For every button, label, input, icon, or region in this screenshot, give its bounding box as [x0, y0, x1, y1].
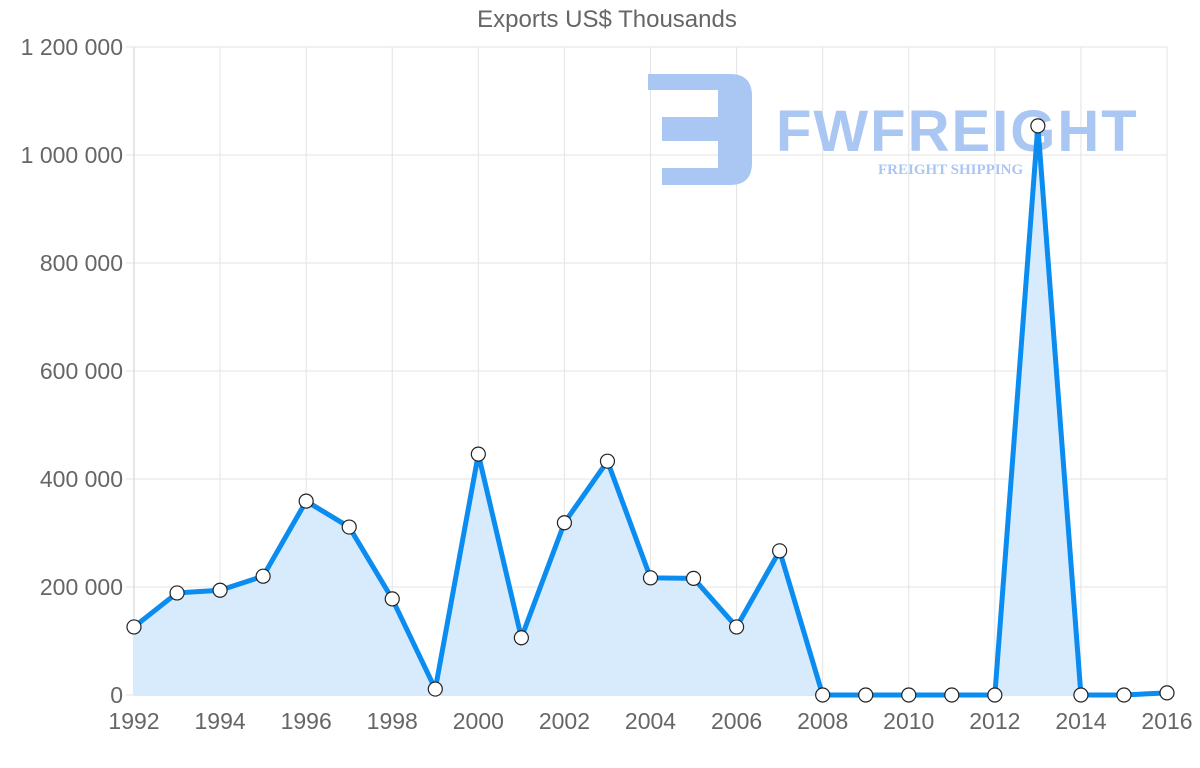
- data-point[interactable]: [944, 687, 960, 703]
- x-tick-label: 1994: [194, 708, 245, 734]
- data-point[interactable]: [987, 687, 1003, 703]
- x-tick-label: 1996: [281, 708, 332, 734]
- x-tick-label: 2008: [797, 708, 848, 734]
- y-tick-label: 0: [110, 682, 123, 708]
- data-point[interactable]: [470, 446, 486, 462]
- data-point[interactable]: [1030, 118, 1046, 134]
- data-point[interactable]: [642, 570, 659, 586]
- y-tick-label: 400 000: [40, 466, 123, 492]
- data-point[interactable]: [384, 591, 400, 607]
- x-tick-label: 2010: [883, 708, 934, 734]
- x-tick-label: 2006: [711, 708, 762, 734]
- x-tick-label: 2012: [969, 708, 1020, 734]
- x-tick-label: 2014: [1055, 708, 1106, 734]
- y-tick-label: 1 200 000: [21, 34, 123, 60]
- x-tick-label: 2000: [453, 708, 504, 734]
- series-exports: [126, 118, 1175, 703]
- watermark-logo: FWFREIGHT FREIGHT SHIPPING: [648, 74, 1139, 185]
- data-point[interactable]: [815, 687, 831, 703]
- data-point[interactable]: [169, 585, 185, 601]
- watermark-brand: FWFREIGHT: [776, 99, 1139, 164]
- y-tick-label: 800 000: [40, 250, 123, 276]
- x-tick-label: 1998: [367, 708, 418, 734]
- y-tick-label: 600 000: [40, 358, 123, 384]
- x-tick-label: 2004: [625, 708, 676, 734]
- data-point[interactable]: [1073, 687, 1089, 703]
- data-point[interactable]: [685, 570, 702, 586]
- x-tick-label: 1992: [108, 708, 159, 734]
- data-point[interactable]: [1159, 685, 1175, 701]
- watermark-tagline: FREIGHT SHIPPING: [878, 162, 1023, 178]
- data-point[interactable]: [1116, 687, 1132, 703]
- data-point[interactable]: [556, 515, 573, 531]
- data-point[interactable]: [513, 630, 529, 646]
- y-tick-label: 200 000: [40, 574, 123, 600]
- x-tick-label: 2002: [539, 708, 590, 734]
- data-point[interactable]: [599, 453, 616, 469]
- data-point[interactable]: [427, 681, 443, 697]
- data-point[interactable]: [341, 519, 357, 535]
- data-point[interactable]: [126, 619, 142, 635]
- data-point[interactable]: [772, 543, 788, 559]
- y-tick-label: 1 000 000: [21, 142, 123, 168]
- data-point[interactable]: [255, 568, 271, 584]
- x-tick-label: 2016: [1141, 708, 1192, 734]
- data-point[interactable]: [901, 687, 917, 703]
- fw-logo-icon: [648, 74, 752, 185]
- data-point[interactable]: [212, 582, 228, 598]
- data-point[interactable]: [728, 619, 745, 635]
- chart-title: Exports US$ Thousands: [477, 6, 737, 33]
- data-point[interactable]: [858, 687, 874, 703]
- data-point[interactable]: [298, 493, 314, 509]
